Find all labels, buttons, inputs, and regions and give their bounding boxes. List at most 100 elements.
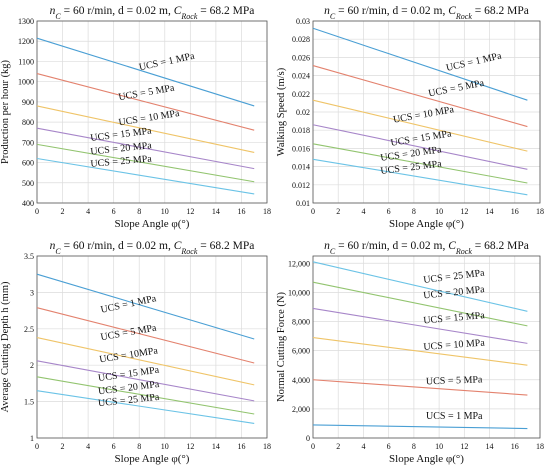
x-tick-label: 6	[112, 207, 116, 216]
y-tick-label: 1000	[18, 78, 34, 87]
x-tick-label: 2	[336, 442, 340, 451]
chart-panel-2: nC = 60 r/min, d = 0.02 m, CRock = 68.2 …	[276, 5, 544, 230]
y-tick-label: 8,000	[292, 318, 310, 327]
series-line-3	[36, 337, 255, 386]
x-tick-label: 12	[460, 442, 468, 451]
y-tick-label: 2,000	[292, 405, 310, 414]
x-tick-label: 2	[61, 207, 65, 216]
x-axis-label: Slope Angle φ(°)	[115, 218, 190, 230]
x-tick-label: 18	[536, 442, 544, 451]
y-tick-label: 0.012	[292, 181, 310, 190]
y-tick-label: 0.028	[292, 35, 310, 44]
plot-frame	[312, 20, 541, 204]
series-label-1: UCS = 1 MPa	[445, 50, 503, 74]
x-tick-label: 8	[412, 207, 416, 216]
y-tick-label: 0.022	[292, 90, 310, 99]
y-tick-label: 0.026	[292, 53, 310, 62]
x-tick-label: 14	[486, 442, 494, 451]
series-line-6	[312, 158, 528, 196]
y-tick-label: 0.018	[292, 126, 310, 135]
x-axis-label: Slope Angle φ(°)	[389, 218, 464, 230]
series-label-6: UCS = 25 MPa	[90, 153, 153, 169]
series-line-1	[312, 261, 528, 312]
series-label-2: UCS = 5 MPa	[118, 83, 176, 104]
series-line-4	[312, 124, 528, 170]
x-tick-label: 18	[536, 207, 544, 216]
x-tick-label: 16	[511, 442, 519, 451]
x-tick-label: 8	[137, 207, 141, 216]
x-tick-label: 10	[161, 207, 169, 216]
x-tick-label: 10	[161, 442, 169, 451]
y-tick-label: 10,000	[288, 288, 310, 297]
series-line-2	[36, 307, 255, 364]
y-tick-label: 1	[30, 434, 34, 443]
series-line-3	[36, 105, 255, 153]
y-axis-label: Average Cutting Depth h (mm)	[0, 281, 11, 413]
series-line-6	[312, 424, 528, 430]
series-line-1	[312, 27, 528, 101]
y-tick-label: 6,000	[292, 347, 310, 356]
y-tick-label: 0.01	[296, 199, 310, 208]
series-line-4	[36, 127, 255, 170]
chart-panel-3: nC = 60 r/min, d = 0.02 m, CRock = 68.2 …	[0, 240, 271, 465]
plot-frame	[36, 20, 268, 204]
series-line-3	[312, 99, 528, 152]
x-tick-label: 10	[435, 442, 443, 451]
series-line-2	[312, 65, 528, 128]
series-label-2: UCS = 5 MPa	[428, 78, 486, 100]
y-tick-label: 0.016	[292, 144, 310, 153]
y-tick-label: 3	[30, 288, 34, 297]
chart-title: nC = 60 r/min, d = 0.02 m, CRock = 68.2 …	[324, 5, 529, 21]
x-tick-label: 18	[263, 442, 271, 451]
x-tick-label: 12	[186, 207, 194, 216]
y-tick-label: 400	[22, 199, 34, 208]
series-line-6	[36, 390, 255, 424]
x-tick-label: 2	[336, 207, 340, 216]
y-axis-label: Walking Speed (m/s)	[276, 67, 287, 156]
x-tick-label: 10	[435, 207, 443, 216]
series-line-5	[312, 379, 528, 396]
x-tick-label: 0	[35, 207, 39, 216]
x-tick-label: 6	[387, 442, 391, 451]
x-tick-label: 6	[387, 207, 391, 216]
chart-panel-1: nC = 60 r/min, d = 0.02 m, CRock = 68.2 …	[0, 5, 271, 230]
x-tick-label: 4	[86, 207, 90, 216]
y-tick-label: 600	[22, 159, 34, 168]
y-tick-label: 1100	[18, 57, 34, 66]
x-tick-label: 14	[486, 207, 494, 216]
series-line-4	[36, 360, 255, 402]
y-tick-label: 3.5	[24, 252, 34, 261]
series-label-1: UCS = 1 MPa	[138, 51, 196, 74]
chart-title: nC = 60 r/min, d = 0.02 m, CRock = 68.2 …	[50, 240, 255, 256]
y-tick-label: 1200	[18, 37, 34, 46]
series-line-5	[36, 143, 255, 183]
x-tick-label: 2	[61, 442, 65, 451]
series-label-4: UCS = 10 MPa	[423, 338, 486, 353]
x-tick-label: 4	[361, 442, 365, 451]
x-tick-label: 16	[237, 442, 245, 451]
series-line-5	[312, 143, 528, 184]
series-line-1	[36, 37, 255, 107]
x-tick-label: 8	[137, 442, 141, 451]
series-label-2: UCS = 20 MPa	[423, 284, 486, 301]
x-tick-label: 16	[511, 207, 519, 216]
y-tick-label: 12,000	[288, 259, 310, 268]
x-tick-label: 6	[112, 442, 116, 451]
series-line-5	[36, 376, 255, 415]
x-tick-label: 4	[361, 207, 365, 216]
plot-frame	[36, 255, 268, 439]
y-tick-label: 0.02	[296, 108, 310, 117]
y-tick-label: 0.03	[296, 17, 310, 26]
y-tick-label: 800	[22, 118, 34, 127]
series-line-4	[312, 336, 528, 366]
y-tick-label: 4,000	[292, 376, 310, 385]
series-label-3: UCS = 10 MPa	[392, 104, 455, 126]
x-tick-label: 0	[311, 207, 315, 216]
series-label-6: UCS = 1 MPa	[426, 411, 483, 422]
y-axis-label: Normal Cutting Force (N)	[276, 292, 287, 402]
series-line-2	[36, 73, 255, 131]
x-tick-label: 18	[263, 207, 271, 216]
y-tick-label: 1.5	[24, 398, 34, 407]
plot-frame	[312, 255, 541, 439]
